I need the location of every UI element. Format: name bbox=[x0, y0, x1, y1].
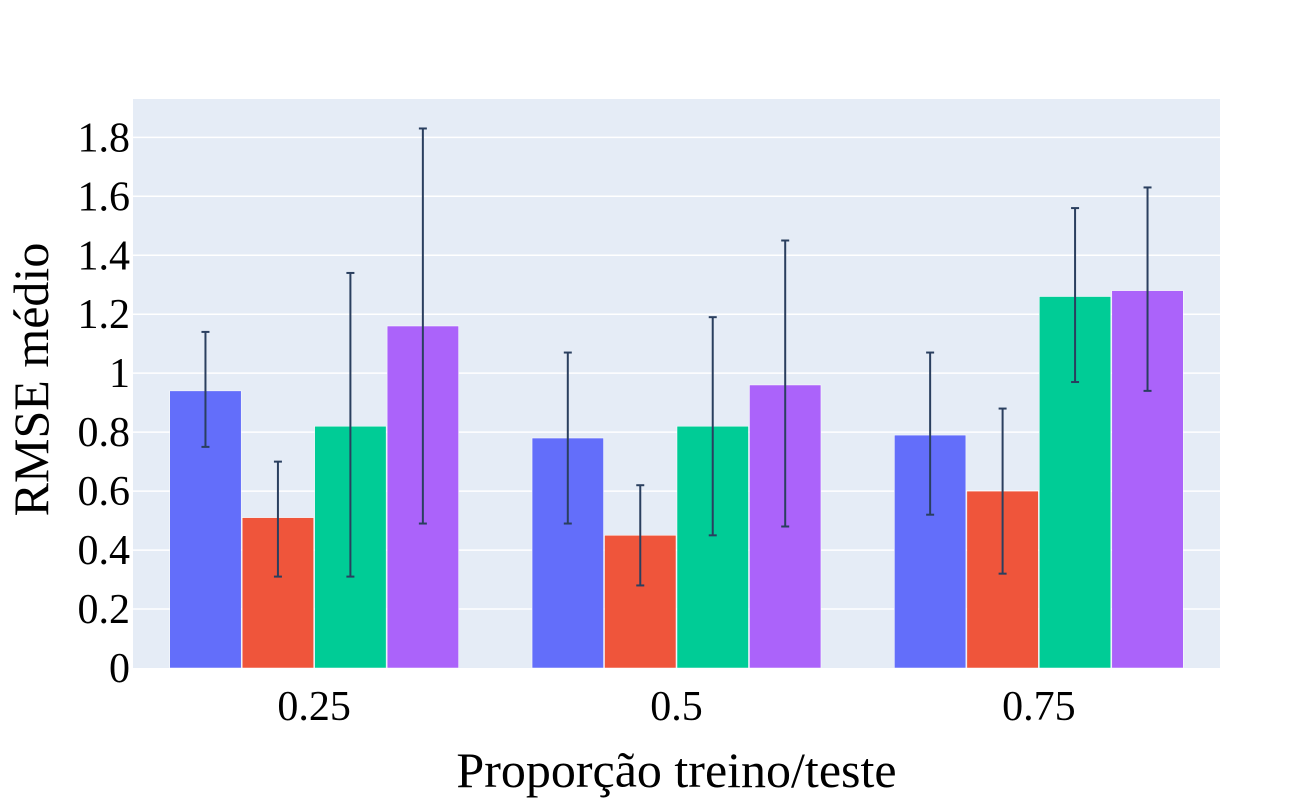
y-tick-label: 1.2 bbox=[78, 292, 131, 338]
y-tick-label: 0.2 bbox=[78, 587, 131, 633]
plot-background bbox=[133, 99, 1220, 668]
y-tick-label: 0.6 bbox=[78, 469, 131, 515]
x-tick-label: 0.5 bbox=[650, 684, 703, 730]
error-bars bbox=[201, 127, 1152, 587]
y-tick-label: 0 bbox=[109, 646, 130, 692]
x-tick-label: 0.75 bbox=[1002, 684, 1076, 730]
y-tick-label: 1.6 bbox=[78, 174, 131, 220]
y-tick-label: 1 bbox=[109, 351, 130, 397]
x-axis-ticks: 0.25 0.5 0.75 bbox=[277, 684, 1075, 730]
x-axis-title: Proporção treino/teste bbox=[456, 742, 896, 798]
y-tick-label: 0.8 bbox=[78, 410, 131, 456]
y-axis-title: RMSE médio bbox=[3, 243, 59, 517]
grid-lines bbox=[133, 136, 1220, 610]
y-tick-label: 0.4 bbox=[78, 528, 131, 574]
y-axis-ticks: 0 0.2 0.4 0.6 0.8 1 1.2 1.4 1.6 1.8 bbox=[78, 115, 131, 692]
x-tick-label: 0.25 bbox=[277, 684, 351, 730]
y-tick-label: 1.8 bbox=[78, 115, 131, 161]
y-tick-label: 1.4 bbox=[78, 233, 131, 279]
bars bbox=[169, 290, 1184, 669]
